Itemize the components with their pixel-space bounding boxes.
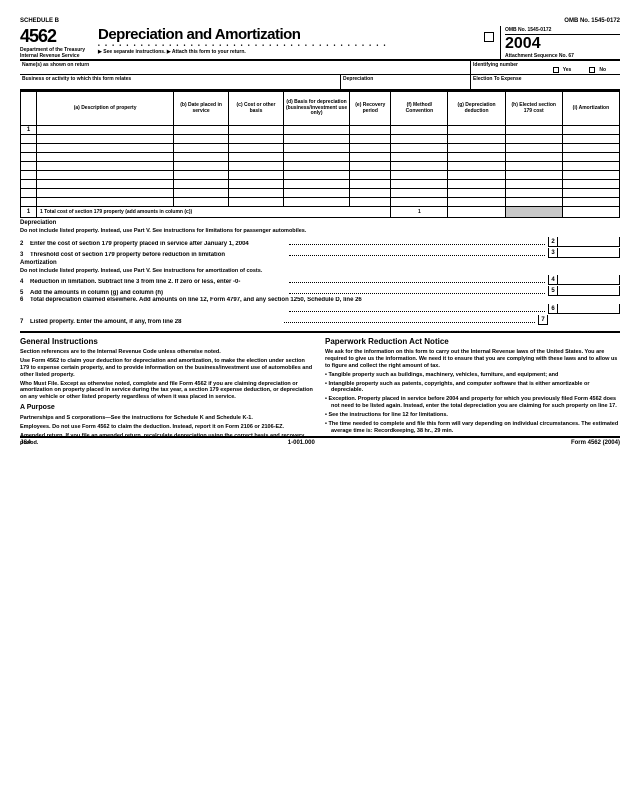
- form-department: Department of the Treasury Internal Reve…: [20, 47, 89, 59]
- form-number: 4562: [20, 26, 89, 47]
- table-row[interactable]: [21, 153, 620, 162]
- line-6-amount[interactable]: [558, 304, 620, 314]
- footer-mid: 1-001.000: [288, 440, 315, 446]
- instructions-block: General Instructions Section references …: [20, 331, 620, 446]
- section-depreciation: Depreciation: [20, 220, 620, 226]
- line-6b: 6: [20, 304, 620, 314]
- instructions-p4: Partnerships and S corporations—See the …: [20, 415, 315, 422]
- subtotal-label: 1 Total cost of section 179 property (ad…: [37, 207, 391, 218]
- instructions-left-col: General Instructions Section references …: [20, 337, 315, 446]
- identity-bar: Name(s) as shown on return Identifying n…: [20, 61, 620, 75]
- col-i: (i) Amortization: [562, 92, 619, 126]
- line-3-amount[interactable]: [558, 248, 620, 258]
- footer-left: JSA: [20, 440, 32, 446]
- no-label: No: [597, 67, 608, 73]
- top-left-text: SCHEDULE B: [20, 18, 59, 24]
- instructions-rp1: We ask for the information on this form …: [325, 349, 620, 370]
- form-subtitle: ▶ See separate instructions. ▶ Attach th…: [98, 49, 470, 55]
- activity-mid: Depreciation: [340, 75, 470, 89]
- purpose-heading: A Purpose: [20, 404, 315, 413]
- instructions-p1: Section references are to the Internal R…: [20, 349, 315, 356]
- general-instructions-heading: General Instructions: [20, 337, 315, 347]
- line-5: 5Add the amounts in column (g) and colum…: [20, 286, 620, 296]
- omb-number: OMB No. 1545-0172: [505, 26, 620, 35]
- table-row[interactable]: [21, 144, 620, 153]
- line-5-amount[interactable]: [558, 286, 620, 296]
- attachment-sequence: Attachment Sequence No. 67: [505, 53, 620, 59]
- instructions-p2: Use Form 4562 to claim your deduction fo…: [20, 358, 315, 379]
- top-right-text: OMB No. 1545-0172: [564, 18, 620, 24]
- page-footer: JSA 1-001.000 Form 4562 (2004): [20, 436, 620, 446]
- bullet-3: • Exception. Property placed in service …: [325, 396, 620, 410]
- name-label: Name(s) as shown on return: [20, 61, 470, 74]
- table-row[interactable]: [21, 135, 620, 144]
- footer-right: Form 4562 (2004): [571, 440, 620, 446]
- bullet-4: • See the instructions for line 12 for l…: [325, 412, 620, 419]
- activity-label: Business or activity to which this form …: [20, 75, 340, 89]
- activity-bar: Business or activity to which this form …: [20, 75, 620, 91]
- col-a: (a) Description of property: [37, 92, 174, 126]
- table-row[interactable]: [21, 171, 620, 180]
- col-e: (e) Recovery period: [350, 92, 391, 126]
- col-b: (b) Date placed in service: [174, 92, 229, 126]
- bullet-5: • The time needed to complete and file t…: [325, 421, 620, 435]
- subtotal-row: 1 1 Total cost of section 179 property (…: [21, 207, 620, 218]
- col-g: (g) Depreciation deduction: [448, 92, 505, 126]
- table-row[interactable]: [21, 162, 620, 171]
- activity-right: Yes No Election To Expense: [470, 75, 620, 89]
- line-4: 4Reduction in limitation. Subtract line …: [20, 275, 620, 285]
- amortization-caption: Do not include listed property. Instead,…: [20, 268, 620, 274]
- instructions-p3: Who Must File. Except as otherwise noted…: [20, 381, 315, 402]
- table-row[interactable]: [21, 189, 620, 198]
- paperwork-heading: Paperwork Reduction Act Notice: [325, 337, 620, 347]
- col-c: (c) Cost or other basis: [229, 92, 284, 126]
- table-row[interactable]: [21, 180, 620, 189]
- instructions-right-col: Paperwork Reduction Act Notice We ask fo…: [325, 337, 620, 446]
- numbered-lines: 2Enter the cost of section 179 property …: [20, 237, 620, 325]
- line-6: 6Total depreciation claimed elsewhere. A…: [20, 297, 620, 303]
- col-h: (h) Elected section 179 cost: [505, 92, 562, 126]
- table-row[interactable]: 1: [21, 126, 620, 135]
- bullet-2: • Intangible property such as patents, c…: [325, 381, 620, 395]
- col-d: (d) Basis for depreciation (business/inv…: [283, 92, 349, 126]
- table-row[interactable]: [21, 198, 620, 207]
- depreciation-caption: Do not include listed property. Instead,…: [20, 228, 620, 234]
- bullet-1: • Tangible property such as buildings, m…: [325, 372, 620, 379]
- line-3: 3Threshold cost of section 179 property …: [20, 248, 620, 258]
- form-header: 4562 Department of the Treasury Internal…: [20, 26, 620, 61]
- tax-year: 2004: [505, 35, 620, 53]
- yes-checkbox[interactable]: [553, 67, 559, 73]
- yes-label: Yes: [561, 67, 574, 73]
- col-f: (f) Method/ Convention: [391, 92, 448, 126]
- section-amortization: Amortization: [20, 260, 620, 266]
- line-4-amount[interactable]: [558, 275, 620, 285]
- line-2: 2Enter the cost of section 179 property …: [20, 237, 620, 247]
- line-2-amount[interactable]: [558, 237, 620, 247]
- header-checkbox[interactable]: [484, 32, 494, 42]
- property-table: (a) Description of property (b) Date pla…: [20, 91, 620, 218]
- line-7: 7Listed property. Enter the amount, if a…: [20, 315, 620, 325]
- no-checkbox[interactable]: [589, 67, 595, 73]
- form-title: Depreciation and Amortization: [98, 26, 470, 43]
- instructions-p5: Employees. Do not use Form 4562 to claim…: [20, 424, 315, 431]
